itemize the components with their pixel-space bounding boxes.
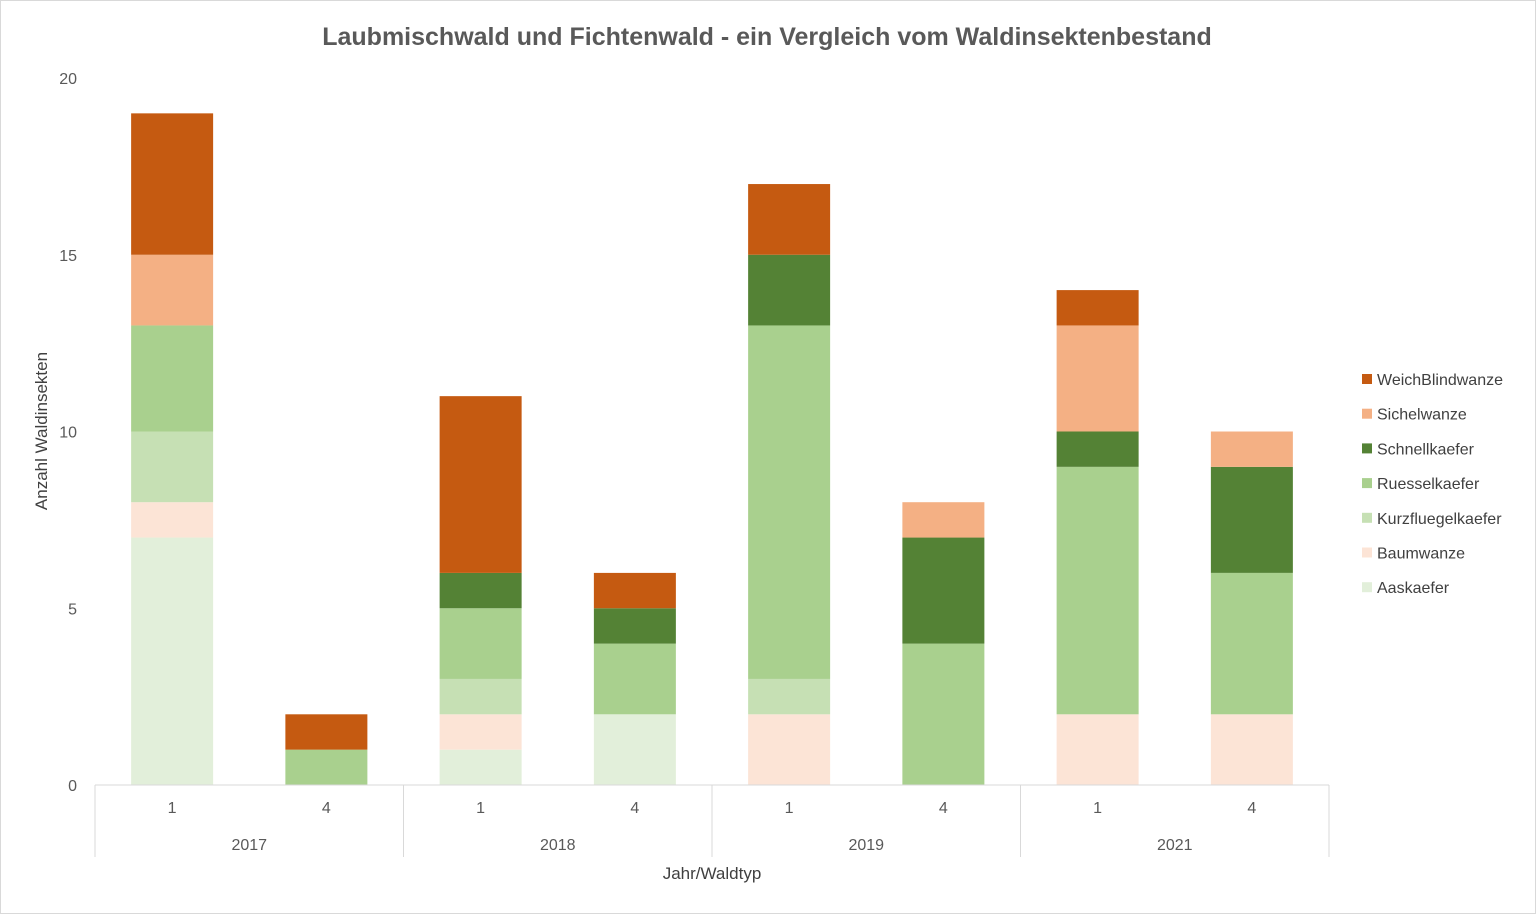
bar-segment-weichblindwanze bbox=[593, 572, 676, 609]
axes-layer bbox=[94, 784, 1330, 857]
bar-segment-schnellkaefer bbox=[748, 254, 831, 326]
bar-segment-ruesselkaefer bbox=[748, 325, 831, 679]
legend-label: Sichelwanze bbox=[1377, 407, 1467, 424]
bar-segment-schnellkaefer bbox=[593, 608, 676, 644]
legend-swatch-sichelwanze bbox=[1362, 408, 1372, 419]
bar-segment-weichblindwanze bbox=[131, 113, 214, 255]
bar-segment-baumwanze bbox=[1210, 714, 1293, 785]
bar-segment-ruesselkaefer bbox=[439, 608, 522, 679]
y-tick-label: 0 bbox=[68, 778, 77, 795]
y-axis-title: Anzahl Waldinsekten bbox=[32, 352, 51, 510]
bar-segment-aaskaefer bbox=[131, 537, 214, 785]
bar-segment-sichelwanze bbox=[1056, 325, 1139, 432]
y-tick-label: 15 bbox=[59, 248, 77, 265]
y-tick-label: 20 bbox=[59, 71, 77, 88]
bar-segment-aaskaefer bbox=[439, 749, 522, 785]
bar-segment-ruesselkaefer bbox=[1056, 466, 1139, 715]
x-tick-label: 1 bbox=[785, 800, 794, 817]
x-tick-label: 4 bbox=[939, 800, 948, 817]
legend-swatch-kurzfluegelkaefer bbox=[1362, 512, 1372, 523]
bar-segment-ruesselkaefer bbox=[593, 643, 676, 715]
x-tick-label: 1 bbox=[1093, 800, 1102, 817]
bars-layer bbox=[131, 113, 1293, 785]
x-group-label: 2021 bbox=[1157, 837, 1193, 854]
bar-segment-weichblindwanze bbox=[285, 714, 368, 750]
bar-segment-kurzfluegelkaefer bbox=[439, 678, 522, 715]
x-group-label: 2019 bbox=[848, 837, 884, 854]
bar-segment-baumwanze bbox=[439, 714, 522, 750]
bar-segment-baumwanze bbox=[131, 502, 214, 538]
legend-swatch-baumwanze bbox=[1362, 547, 1372, 558]
bar-segment-schnellkaefer bbox=[1210, 466, 1293, 573]
x-tick-label: 4 bbox=[630, 800, 639, 817]
bar-segment-sichelwanze bbox=[902, 502, 985, 538]
bar-segment-weichblindwanze bbox=[439, 396, 522, 573]
x-tick-label: 4 bbox=[322, 800, 331, 817]
legend-label: Schnellkaefer bbox=[1377, 441, 1475, 458]
legend-swatch-ruesselkaefer bbox=[1362, 478, 1372, 489]
legend-label: Kurzfluegelkaefer bbox=[1377, 511, 1502, 528]
y-ticks: 0 5 10 15 20 bbox=[59, 71, 77, 795]
legend-swatch-weichblindwanze bbox=[1362, 374, 1372, 384]
legend-swatch-aaskaefer bbox=[1362, 582, 1372, 593]
legend-label: WeichBlindwanze bbox=[1377, 372, 1503, 389]
x-tick-label: 1 bbox=[168, 800, 177, 817]
bar-segment-schnellkaefer bbox=[439, 572, 522, 609]
legend-label: Baumwanze bbox=[1377, 546, 1465, 563]
x-group-label: 2018 bbox=[540, 837, 576, 854]
bar-segment-schnellkaefer bbox=[902, 537, 985, 644]
x-group-label: 2017 bbox=[231, 837, 267, 854]
chart-title: Laubmischwald und Fichtenwald - ein Verg… bbox=[322, 23, 1212, 51]
bar-segment-ruesselkaefer bbox=[1210, 572, 1293, 715]
bar-segment-kurzfluegelkaefer bbox=[131, 431, 214, 503]
bar-segment-ruesselkaefer bbox=[902, 643, 985, 785]
bar-segment-weichblindwanze bbox=[1056, 290, 1139, 326]
x-tick-label: 4 bbox=[1247, 800, 1256, 817]
bar-segment-kurzfluegelkaefer bbox=[748, 678, 831, 715]
x-axis-title: Jahr/Waldtyp bbox=[663, 864, 762, 883]
bar-segment-ruesselkaefer bbox=[131, 325, 214, 432]
bar-segment-ruesselkaefer bbox=[285, 749, 368, 785]
legend-swatch-schnellkaefer bbox=[1362, 443, 1372, 454]
bar-segment-sichelwanze bbox=[131, 254, 214, 326]
legend: WeichBlindwanze Sichelwanze Schnellkaefer R… bbox=[1362, 372, 1503, 597]
legend-label: Ruesselkaefer bbox=[1377, 476, 1480, 493]
bar-segment-weichblindwanze bbox=[748, 184, 831, 255]
bar-segment-baumwanze bbox=[748, 714, 831, 785]
y-tick-label: 10 bbox=[59, 425, 77, 442]
x-tick-label: 1 bbox=[476, 800, 485, 817]
y-tick-label: 5 bbox=[68, 601, 77, 618]
bar-segment-sichelwanze bbox=[1210, 431, 1293, 467]
x-ticks: 1 4 1 4 1 4 1 4 2017 2018 2019 2021 bbox=[168, 800, 1257, 854]
bar-segment-baumwanze bbox=[1056, 714, 1139, 785]
bar-segment-aaskaefer bbox=[593, 714, 676, 785]
legend-label: Aaskaefer bbox=[1377, 580, 1450, 597]
bar-segment-schnellkaefer bbox=[1056, 431, 1139, 467]
